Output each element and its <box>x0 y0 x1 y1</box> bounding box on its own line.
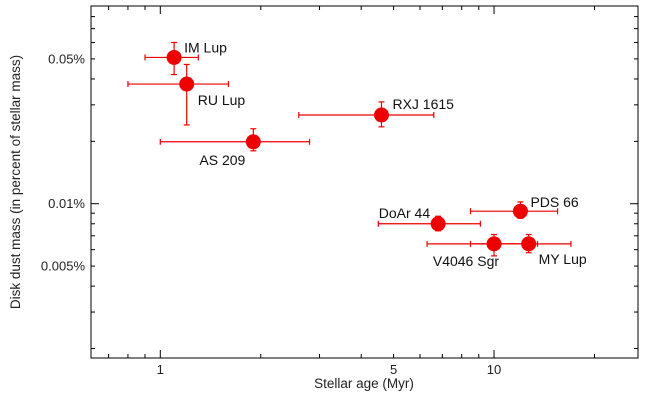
point-marker <box>245 134 261 150</box>
point-marker <box>512 203 528 219</box>
point-marker <box>166 49 182 65</box>
data-point: AS 209 <box>159 128 311 168</box>
y-tick-label: 0.05% <box>48 51 85 66</box>
x-tick-label: 10 <box>487 362 501 377</box>
point-marker <box>521 236 537 252</box>
y-tick-label: 0.01% <box>48 196 85 211</box>
data-point: IM Lup <box>144 39 227 76</box>
axis-ticks <box>91 5 638 358</box>
plot-frame <box>90 5 639 359</box>
data-point: RXJ 1615 <box>298 96 454 128</box>
point-marker <box>430 216 446 232</box>
x-axis-label: Stellar age (Myr) <box>314 376 414 391</box>
data-point: MY Lup <box>469 233 587 267</box>
point-label: AS 209 <box>199 152 245 168</box>
point-label: MY Lup <box>539 251 587 267</box>
point-label: DoAr 44 <box>379 205 431 221</box>
point-label: IM Lup <box>184 39 227 55</box>
data-point: PDS 66 <box>469 194 579 219</box>
data-point: DoAr 44 <box>377 205 481 232</box>
point-label: RU Lup <box>198 92 246 108</box>
x-tick-label: 1 <box>157 362 164 377</box>
point-label: PDS 66 <box>530 194 578 210</box>
y-axis-label: Disk dust mass (in percent of stellar ma… <box>8 55 23 309</box>
x-tick-label: 5 <box>390 362 397 377</box>
point-label: V4046 Sgr <box>433 253 499 269</box>
data-point: RU Lup <box>127 63 246 126</box>
y-tick-label: 0.005% <box>41 259 86 274</box>
axis-tick-labels: 1 5 10 0.005% 0.01% 0.05% <box>41 51 501 377</box>
data-points: IM Lup RU Lup RXJ 1615 AS 209 PDS 66 DoAr 44 V… <box>127 39 587 269</box>
data-point: V4046 Sgr <box>426 233 539 269</box>
point-marker <box>179 76 195 92</box>
point-label: RXJ 1615 <box>392 96 454 112</box>
point-marker <box>373 107 389 123</box>
